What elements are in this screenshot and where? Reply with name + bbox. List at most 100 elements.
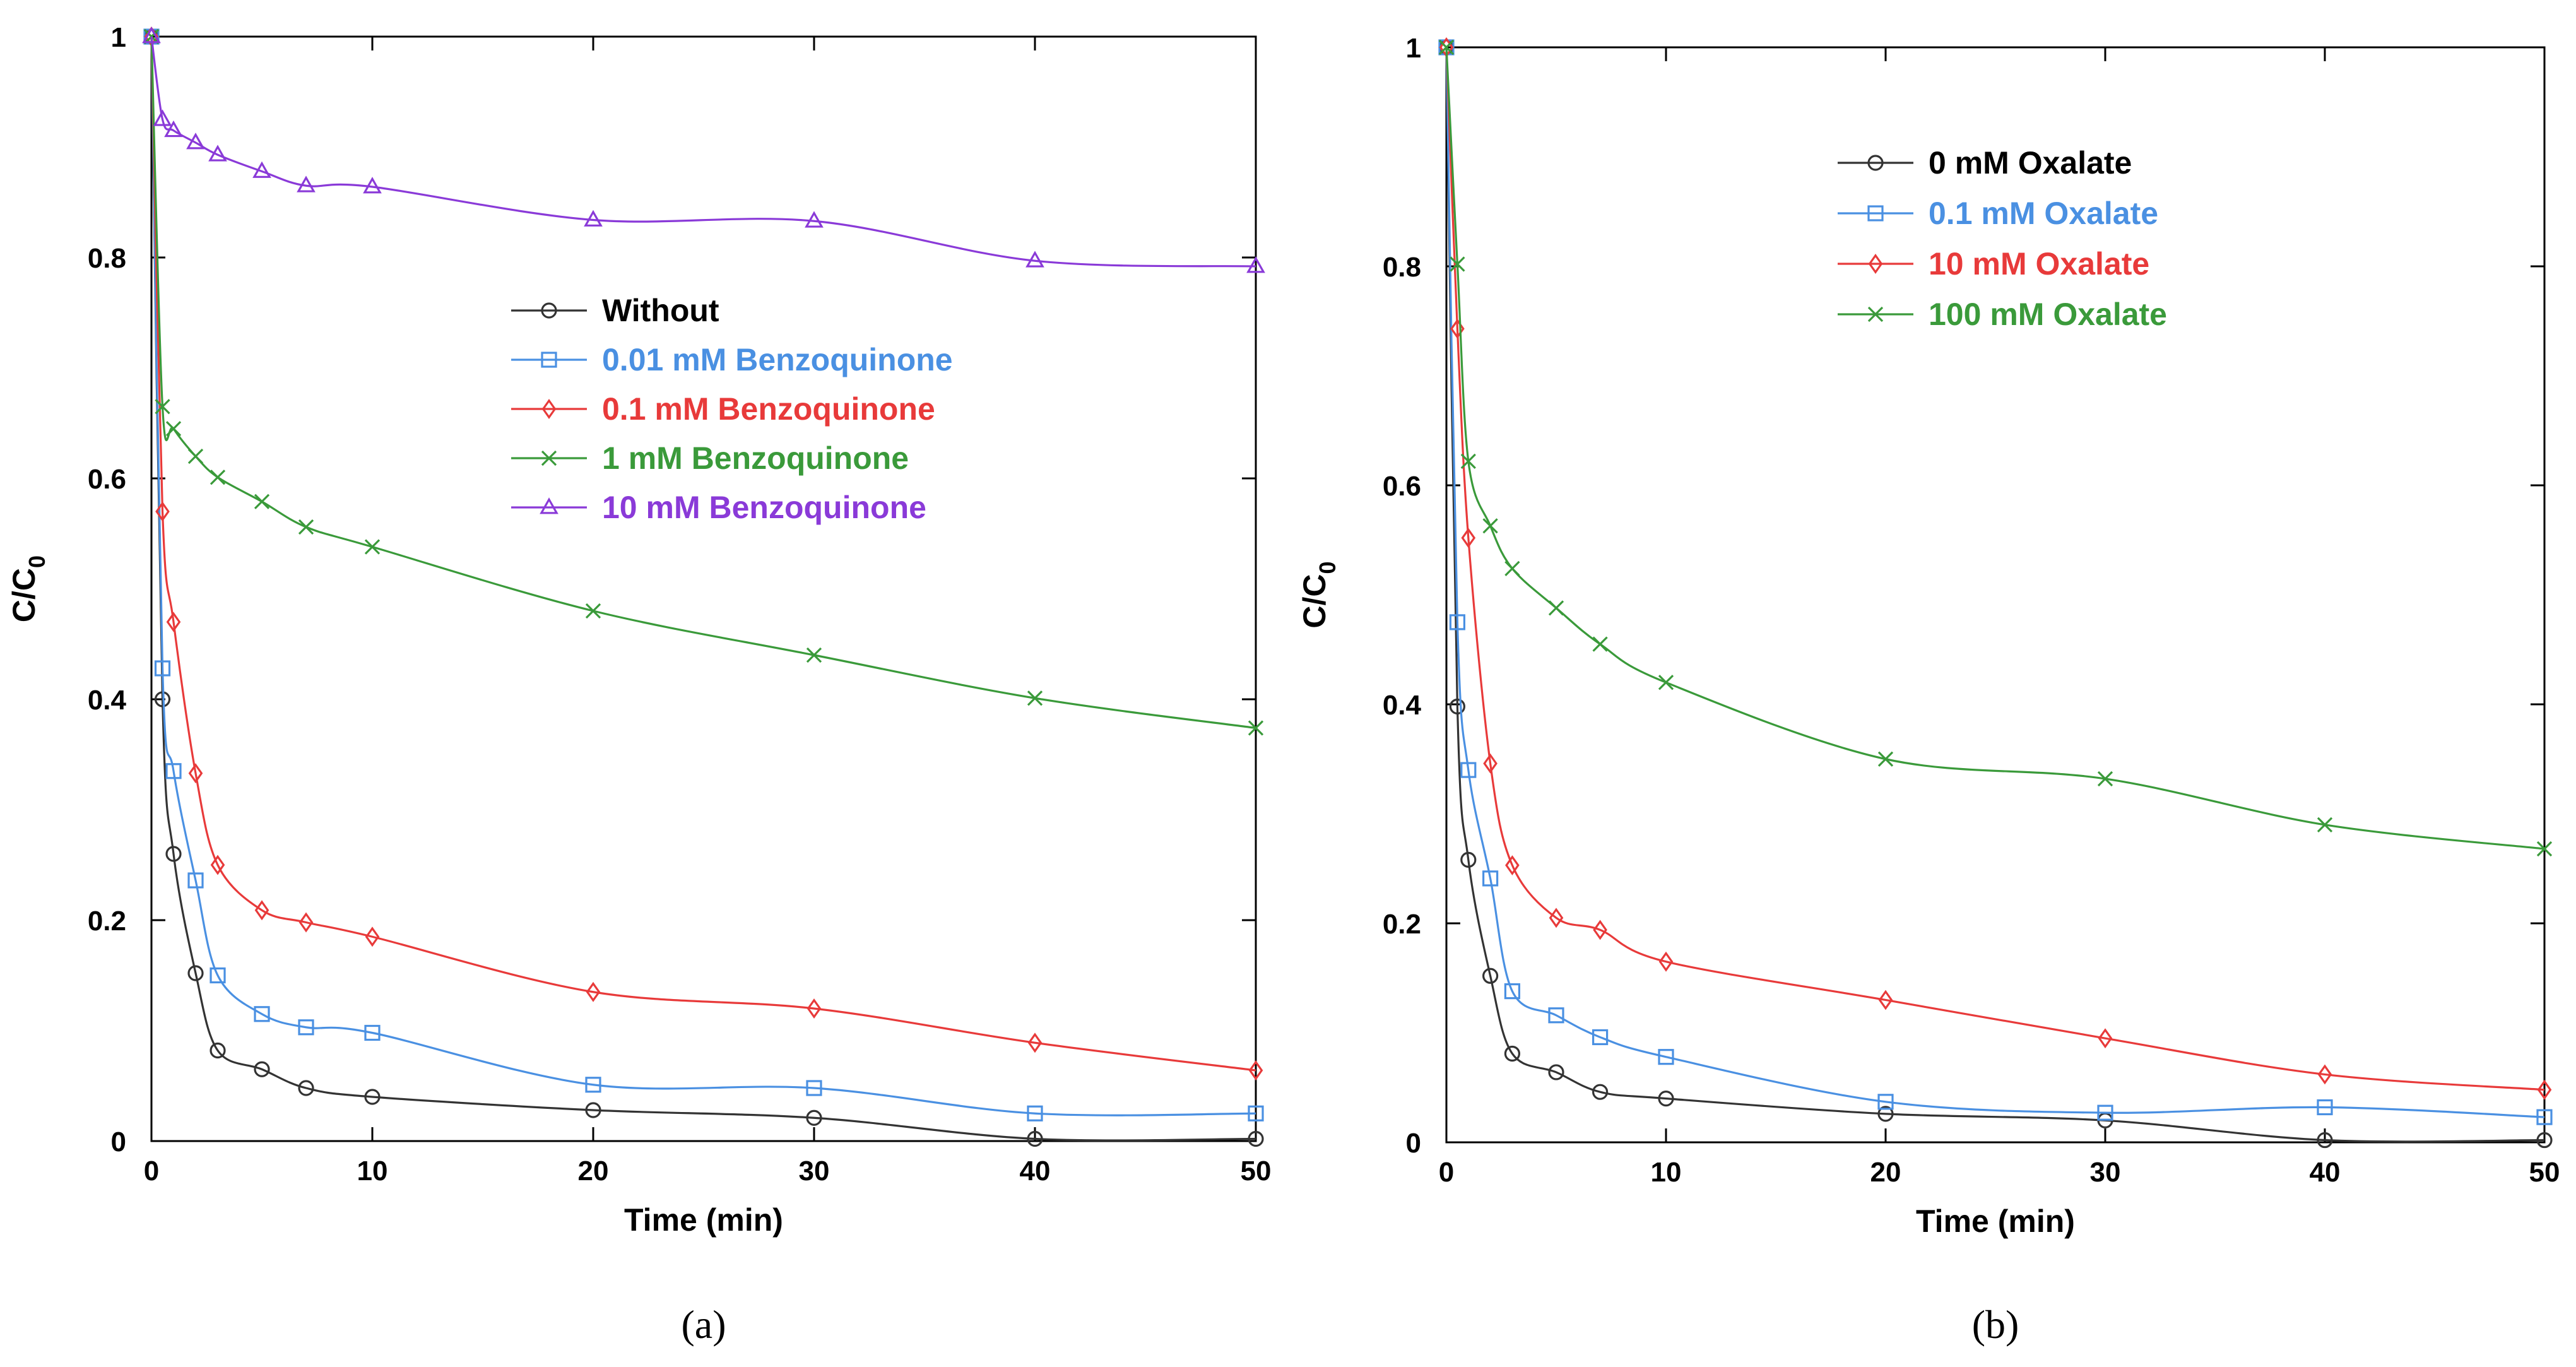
y-tick-label: 0 <box>111 1127 126 1157</box>
legend-marker <box>1867 205 1884 222</box>
x-tick-label: 30 <box>2090 1157 2121 1188</box>
y-axis-title: C/C0 <box>6 555 50 622</box>
data-point <box>2536 1132 2553 1149</box>
data-point <box>2317 1132 2333 1149</box>
legend-label: 10 mM Benzoquinone <box>602 490 926 525</box>
data-point <box>364 1089 381 1105</box>
data-point <box>297 175 316 192</box>
legend-item: 10 mM Oxalate <box>1838 246 2149 281</box>
legend: Without 0.01 mM Benzoquinone 0.1 mM Benzoq… <box>511 293 953 525</box>
legend-marker <box>1867 155 1884 171</box>
series-3 <box>1438 39 2553 857</box>
data-point <box>1483 753 1498 774</box>
data-point <box>165 846 182 862</box>
data-point <box>1449 698 1465 715</box>
legend-item: 10 mM Benzoquinone <box>511 490 926 525</box>
data-point <box>2097 771 2113 787</box>
series-1 <box>143 28 1264 1121</box>
data-point <box>1027 1130 1043 1147</box>
y-tick-label: 0.2 <box>1383 909 1421 940</box>
data-point <box>298 1019 314 1036</box>
x-tick-label: 20 <box>578 1156 609 1187</box>
panel-label: (a) <box>681 1302 726 1347</box>
x-tick-label: 0 <box>144 1156 159 1187</box>
plot-frame <box>150 35 1257 1142</box>
data-point <box>164 120 183 138</box>
series-line <box>1445 47 2545 1091</box>
y-tick-label: 0.2 <box>88 906 126 937</box>
data-point <box>187 872 204 889</box>
data-point <box>1246 256 1265 273</box>
legend-item: 0.1 mM Benzoquinone <box>511 391 935 427</box>
data-point <box>1592 636 1608 652</box>
y-axis-title-main: C/C <box>1297 574 1332 628</box>
data-point <box>1248 720 1264 736</box>
data-point <box>585 603 601 619</box>
x-tick-label: 50 <box>2529 1157 2560 1188</box>
legend-label: 0 mM Oxalate <box>1929 145 2132 180</box>
data-point <box>365 926 380 947</box>
data-point <box>585 1077 601 1093</box>
data-point <box>1025 251 1044 268</box>
series-4 <box>142 27 1265 273</box>
data-point <box>1449 614 1465 630</box>
legend-marker <box>541 450 557 466</box>
data-point <box>2317 1064 2332 1085</box>
data-point <box>1460 762 1477 778</box>
data-point <box>2098 1028 2113 1049</box>
data-point <box>1877 1094 1894 1110</box>
legend-marker <box>1867 306 1884 323</box>
data-point <box>154 660 171 677</box>
x-tick-label: 40 <box>1020 1156 1051 1187</box>
data-point <box>1878 990 1893 1010</box>
data-point <box>165 421 182 437</box>
y-tick-label: 0.4 <box>1383 690 1422 721</box>
series-line <box>150 36 1256 1116</box>
legend-label: Without <box>602 293 719 328</box>
panel-label: (b) <box>1972 1302 2019 1347</box>
data-point <box>252 161 271 178</box>
y-axis-title-main: C/C <box>6 568 42 622</box>
legend-item: 0 mM Oxalate <box>1838 145 2132 180</box>
data-point <box>1658 1049 1674 1065</box>
data-point <box>1592 1084 1609 1100</box>
data-point <box>586 981 601 1002</box>
data-point <box>210 470 226 485</box>
data-point <box>364 539 381 555</box>
x-tick-label: 40 <box>2310 1157 2341 1188</box>
x-tick-label: 20 <box>1870 1157 1901 1188</box>
legend-item: 0.01 mM Benzoquinone <box>511 342 953 377</box>
data-point <box>806 998 822 1019</box>
legend-label: 1 mM Benzoquinone <box>602 441 909 476</box>
data-point <box>1504 983 1520 1000</box>
x-axis-title: Time (min) <box>1916 1204 2075 1239</box>
data-point <box>1548 1064 1564 1080</box>
legend-marker <box>541 352 557 368</box>
series-2 <box>1439 37 2552 1100</box>
data-point <box>2537 1079 2552 1100</box>
x-axis-title: Time (min) <box>624 1202 783 1238</box>
x-tick-label: 10 <box>1651 1157 1682 1188</box>
data-point <box>165 763 182 779</box>
data-point <box>254 1006 270 1022</box>
data-point <box>210 967 226 984</box>
legend-marker <box>540 497 558 514</box>
series-line <box>150 36 1256 1142</box>
data-point <box>2536 1109 2553 1125</box>
data-point <box>1482 968 1499 984</box>
data-point <box>166 612 181 632</box>
data-point <box>1548 1007 1564 1024</box>
legend-item: 100 mM Oxalate <box>1838 297 2167 332</box>
series-line <box>1445 47 2545 850</box>
data-point <box>1592 1029 1609 1046</box>
y-tick-label: 0.6 <box>1383 471 1421 502</box>
data-point <box>155 501 170 522</box>
y-tick-label: 0 <box>1406 1128 1421 1159</box>
series-line <box>1445 47 2545 1118</box>
data-point <box>1461 528 1476 548</box>
y-tick-label: 1 <box>111 22 126 53</box>
data-point <box>805 211 824 228</box>
data-point <box>1460 453 1476 469</box>
